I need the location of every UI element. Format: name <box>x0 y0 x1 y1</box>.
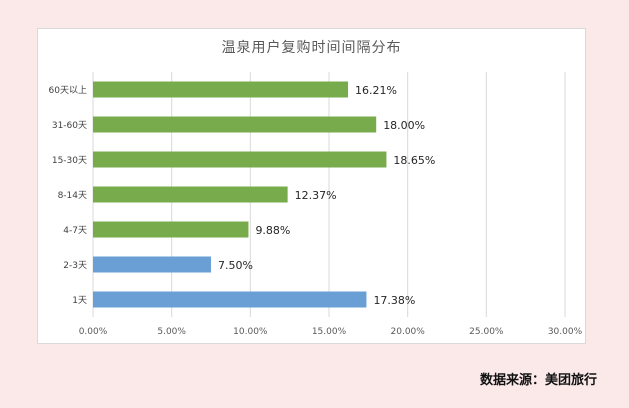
x-tick-label: 10.00% <box>233 327 268 337</box>
data-label: 9.88% <box>255 224 290 237</box>
bar <box>93 291 367 308</box>
bar-chart: 0.00% 5.00% 10.00% 15.00% 20.00% 25.00% 30.00%… <box>49 72 583 337</box>
data-source: 数据来源：美团旅行 <box>479 373 597 388</box>
bar <box>93 151 387 168</box>
data-label: 17.38% <box>373 294 415 307</box>
bar <box>93 116 377 133</box>
x-tick-label: 20.00% <box>391 327 426 337</box>
data-label: 16.21% <box>355 84 397 97</box>
data-label: 18.65% <box>393 154 435 167</box>
y-tick-label: 4-7天 <box>63 226 87 236</box>
bar-layer <box>93 81 387 308</box>
data-label: 12.37% <box>295 189 337 202</box>
chart-title: 温泉用户复购时间间隔分布 <box>221 40 402 56</box>
y-tick-label: 8-14天 <box>58 191 87 201</box>
y-tick-label: 2-3天 <box>63 261 87 271</box>
x-tick-label: 5.00% <box>157 327 186 337</box>
chart-panel: 温泉用户复购时间间隔分布 0.00% 5.00% 10.00% 15.00% 20.00… <box>37 28 586 344</box>
y-tick-label: 15-30天 <box>52 156 87 166</box>
bar <box>93 221 249 238</box>
bar <box>93 81 349 98</box>
data-label: 7.50% <box>218 259 253 272</box>
data-label: 18.00% <box>383 119 425 132</box>
y-tick-label: 31-60天 <box>52 121 87 131</box>
y-tick-label: 1天 <box>72 296 87 306</box>
y-tick-label: 60天以上 <box>49 85 87 96</box>
label-layer: 0.00% 5.00% 10.00% 15.00% 20.00% 25.00% 30.00%… <box>49 84 583 337</box>
bar <box>93 186 288 203</box>
x-tick-label: 15.00% <box>312 327 347 337</box>
x-tick-label: 30.00% <box>548 327 583 337</box>
bar <box>93 256 211 273</box>
x-tick-label: 25.00% <box>469 327 504 337</box>
x-tick-label: 0.00% <box>79 327 108 337</box>
